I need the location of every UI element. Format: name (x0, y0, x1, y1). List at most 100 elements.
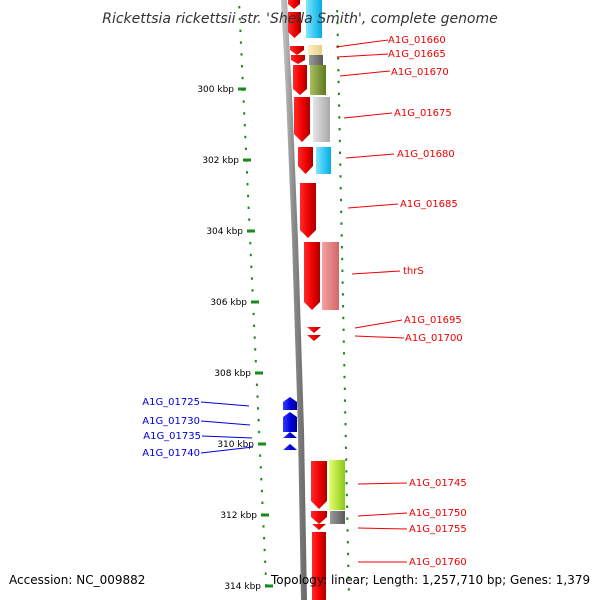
track-dot (345, 470, 348, 473)
track-dot (250, 277, 253, 280)
gene-leader-line (200, 446, 254, 454)
track-dot (249, 242, 252, 245)
track-dot (342, 316, 345, 320)
track-dot (336, 10, 339, 13)
gene-leader-line (357, 527, 408, 530)
track-dot (342, 340, 345, 343)
track-dot (259, 454, 262, 457)
track-dot (341, 293, 344, 296)
scale-tick-label: 310 kbp (217, 440, 254, 450)
scale-tick-label: 306 kbp (210, 298, 247, 308)
track-dot (339, 163, 342, 166)
track-dot (338, 104, 341, 107)
scale-tick-mark (238, 87, 246, 91)
track-dot (337, 57, 340, 60)
gene-arrow (307, 327, 321, 333)
gene-label: A1G_01740 (142, 448, 200, 459)
gene-labels: A1G_01660 A1G_01665 A1G_01670 A1G_01675 A1G_… (142, 35, 467, 568)
gene-arrow (291, 55, 305, 64)
scale-tick-label: 300 kbp (197, 85, 234, 95)
scale-tick-mark (261, 513, 269, 517)
track-dot (341, 257, 344, 261)
track-dot (340, 222, 343, 225)
track-dot (244, 135, 247, 139)
track-dot (341, 269, 344, 272)
track-dot (239, 41, 242, 44)
track-dot (344, 446, 347, 449)
gene-arrow (290, 46, 304, 55)
gene-leader-line (336, 53, 389, 58)
track-dot (238, 6, 241, 9)
gene-leader-line (357, 512, 408, 517)
track-dot (260, 489, 263, 493)
track-dot (243, 112, 246, 115)
track-dot (346, 541, 349, 544)
track-dot (247, 206, 250, 209)
track-dot (241, 65, 243, 68)
track-dot (337, 69, 340, 72)
scale-tick-label: 302 kbp (202, 156, 239, 166)
gene-label: A1G_01750 (409, 508, 467, 519)
track-dot (347, 576, 350, 579)
track-dot (254, 348, 257, 351)
track-dot (337, 80, 340, 84)
track-dot (242, 100, 245, 103)
track-dot (345, 482, 348, 485)
cog-box-darkgray-2 (330, 511, 345, 524)
gene-label: A1G_01680 (397, 149, 455, 160)
gene-leader-line (343, 112, 393, 119)
gene-leader-line (200, 401, 250, 407)
track-dot (347, 588, 350, 591)
gene-leader-line (201, 435, 253, 439)
track-dot (340, 246, 343, 249)
gene-leader-line (339, 70, 391, 77)
gene-label: A1G_01755 (409, 524, 467, 535)
track-dot (240, 53, 243, 56)
scale-tick-mark (255, 371, 263, 375)
gene-arrow (283, 412, 297, 432)
track-dot (344, 434, 347, 438)
track-dot (252, 312, 255, 316)
gene-leader-line (347, 203, 399, 209)
track-dot (244, 147, 247, 150)
accession-text: Accession: NC_009882 (9, 573, 146, 587)
gene-leader-line (354, 335, 405, 339)
gene-label: A1G_01760 (409, 557, 467, 568)
track-dot (343, 387, 346, 390)
scale-tick-mark (251, 300, 259, 304)
track-dot (344, 423, 347, 426)
track-dot (336, 21, 339, 25)
track-dot (259, 466, 262, 469)
gene-label: A1G_01745 (409, 478, 467, 489)
cog-box-olive (310, 65, 326, 95)
track-dot (241, 76, 244, 80)
track-dot (248, 218, 251, 221)
track-dot (347, 564, 350, 567)
track-dot (346, 529, 349, 532)
track-dot (253, 324, 256, 327)
track-dot (262, 525, 265, 528)
cog-box-darkgray (309, 55, 323, 65)
track-dot (337, 92, 340, 95)
track-dot (342, 328, 345, 331)
gene-label: A1G_01695 (404, 315, 462, 326)
track-dot (340, 234, 343, 237)
track-dot (254, 360, 257, 363)
track-dot (250, 265, 253, 268)
track-dot (347, 552, 350, 556)
track-dot (339, 187, 342, 190)
track-dot (339, 175, 342, 178)
track-dot (263, 548, 266, 552)
gene-label: A1G_01730 (142, 416, 200, 427)
track-dot (263, 537, 266, 540)
track-dot (239, 29, 242, 32)
gene-arrow (283, 444, 297, 450)
gene-leader-line (357, 482, 408, 485)
track-dot (338, 128, 341, 131)
cog-category-boxes (306, 0, 345, 524)
track-dot (346, 505, 349, 508)
gene-arrow (311, 511, 327, 524)
gene-arrow (288, 0, 300, 9)
track-dot (261, 501, 264, 504)
